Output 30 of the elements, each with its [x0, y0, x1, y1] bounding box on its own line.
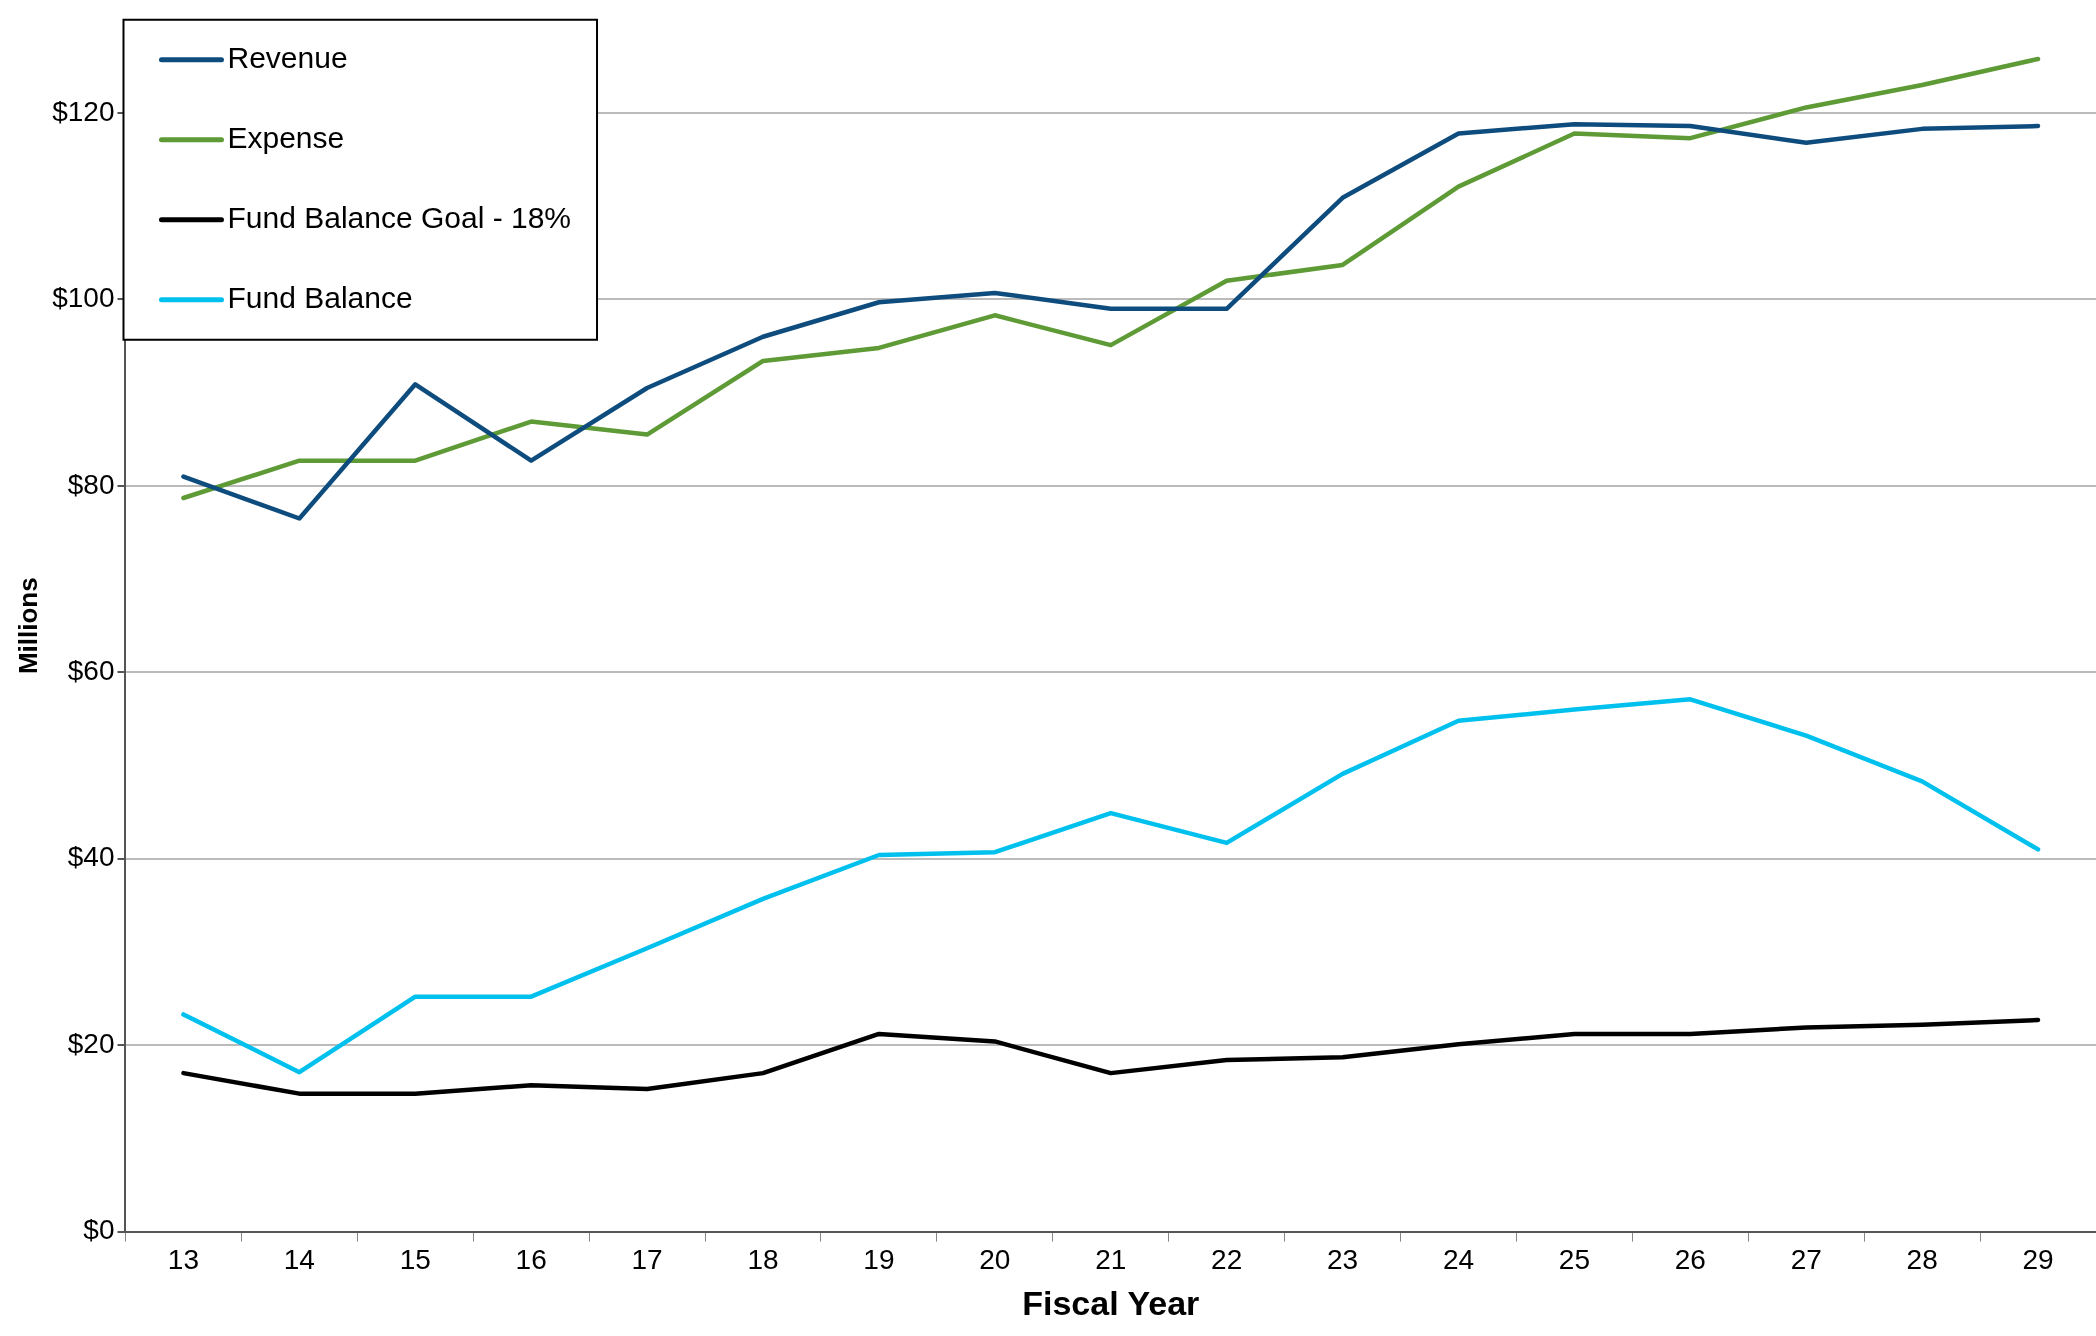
x-tick-label: 26 [1674, 1244, 1706, 1276]
x-tick-label: 20 [979, 1244, 1011, 1276]
x-tick-label: 16 [515, 1244, 547, 1276]
legend-label: Expense [227, 121, 345, 155]
x-tick-label: 18 [747, 1244, 779, 1276]
x-tick-label: 24 [1442, 1244, 1475, 1276]
x-tick-label: 23 [1326, 1244, 1359, 1276]
x-tick-label: 25 [1558, 1244, 1590, 1276]
y-axis-title: Millions [12, 577, 43, 675]
x-tick-label: 17 [631, 1244, 663, 1276]
legend-label: Fund Balance Goal - 18% [227, 201, 572, 235]
x-tick-label: 15 [399, 1244, 431, 1276]
y-tick-label: $120 [52, 95, 115, 127]
legend-label: Revenue [227, 41, 348, 75]
y-tick-label: $0 [83, 1214, 115, 1246]
legend-label: Fund Balance [227, 281, 413, 315]
x-axis-title: Fiscal Year [1022, 1283, 1200, 1322]
x-tick-label: 19 [863, 1244, 895, 1276]
y-tick-label: $20 [67, 1027, 115, 1059]
y-tick-label: $100 [52, 282, 115, 314]
x-tick-label: 27 [1790, 1244, 1822, 1276]
x-tick-label: 28 [1906, 1244, 1938, 1276]
x-tick-label: 22 [1211, 1244, 1243, 1276]
x-tick-label: 29 [2022, 1244, 2054, 1276]
x-tick-label: 21 [1095, 1244, 1127, 1276]
x-tick-label: 13 [167, 1244, 200, 1276]
y-tick-label: $40 [67, 841, 115, 873]
x-tick-label: 14 [283, 1244, 315, 1276]
y-tick-label: $80 [67, 468, 115, 500]
y-tick-label: $60 [67, 655, 115, 687]
